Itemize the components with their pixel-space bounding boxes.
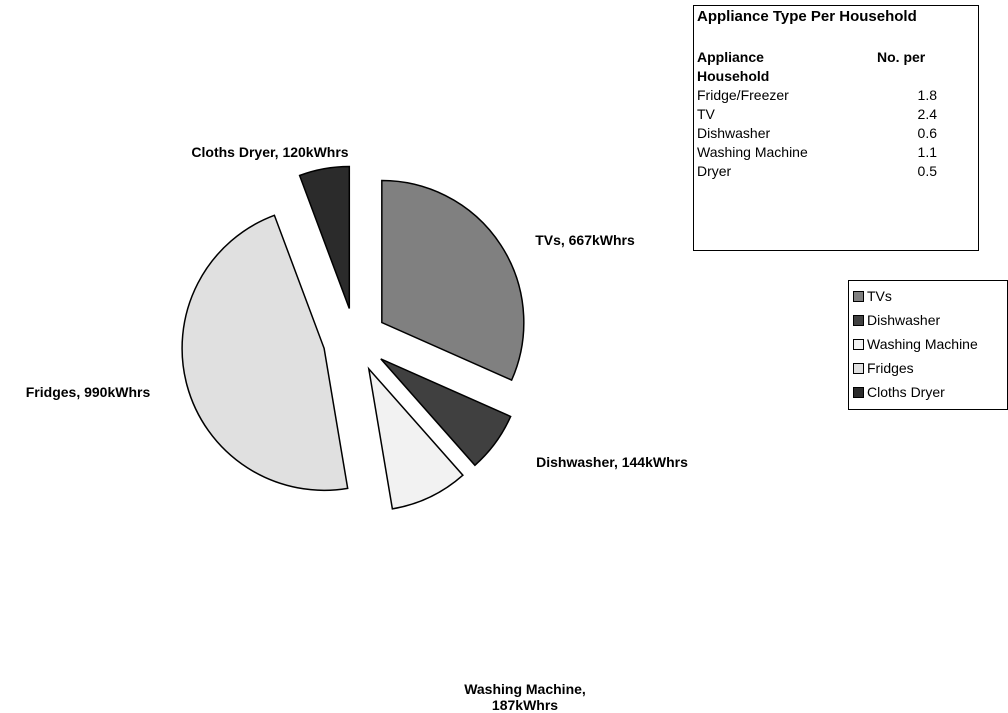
legend-label: Fridges <box>867 360 914 376</box>
legend-swatch <box>853 362 864 374</box>
data-label: Dishwasher, 144kWhrs <box>536 454 688 470</box>
legend-item: Cloths Dryer <box>853 380 1003 404</box>
legend-label: Washing Machine <box>867 336 978 352</box>
legend-swatch <box>853 290 864 302</box>
data-label: Cloths Dryer, 120kWhrs <box>191 144 349 160</box>
legend-swatch <box>853 338 864 350</box>
legend-item: Fridges <box>853 356 1003 380</box>
data-label: TVs, 667kWhrs <box>535 232 635 248</box>
data-label: Fridges, 990kWhrs <box>25 384 151 400</box>
legend-item: Dishwasher <box>853 308 1003 332</box>
legend-label: Dishwasher <box>867 312 941 328</box>
row-value: 1.8 <box>917 87 937 103</box>
row-value: 1.1 <box>917 144 937 160</box>
header-cell: No. per <box>877 49 926 65</box>
row-value: 2.4 <box>917 106 937 122</box>
row-name: Dryer <box>697 163 732 179</box>
row-value: 0.6 <box>917 125 937 141</box>
box-title: Appliance Type Per Household <box>697 8 917 25</box>
row-value: 0.5 <box>917 163 937 179</box>
box-row: Dryer 0.5 <box>697 163 975 182</box>
legend-swatch <box>853 314 864 326</box>
box-row: Fridge/Freezer 1.8 <box>697 87 975 106</box>
pie-slice <box>381 179 525 382</box>
page: TVs, 667kWhrs Dishwasher, 144kWhrs Washing… <box>25 5 1008 713</box>
row-name: Dishwasher <box>697 125 771 141</box>
header-cell: Appliance <box>697 49 764 65</box>
header-cell: Household <box>697 68 770 84</box>
box-row: Washing Machine 1.1 <box>697 144 975 163</box>
row-name: TV <box>697 106 715 122</box>
legend-label: Cloths Dryer <box>867 384 945 400</box>
box-header: Household <box>697 68 975 87</box>
row-name: Fridge/Freezer <box>697 87 789 103</box>
legend-item: Washing Machine <box>853 332 1003 356</box>
box-header: Appliance No. per <box>697 49 975 68</box>
box-rows: Fridge/Freezer 1.8 TV 2.4 Dishwasher 0.6 Washi… <box>697 87 975 182</box>
chart <box>181 165 525 510</box>
pie-slice <box>380 358 512 467</box>
box-row: Dishwasher 0.6 <box>697 125 975 144</box>
pie-slice <box>298 165 351 309</box>
legend-swatch <box>853 386 864 398</box>
legend-item: TVs <box>853 284 1003 308</box>
pie-slice <box>181 214 349 491</box>
data-label: Washing Machine, 187kWhrs <box>464 681 586 713</box>
pie-slice <box>367 366 464 510</box>
legend: TVs Dishwasher Washing Machine Fridges Cloth… <box>848 280 1008 410</box>
text-box: Appliance Type Per Household Appliance No… <box>693 5 979 251</box>
box-row: TV 2.4 <box>697 106 975 125</box>
row-name: Washing Machine <box>697 144 808 160</box>
legend-label: TVs <box>867 288 892 304</box>
